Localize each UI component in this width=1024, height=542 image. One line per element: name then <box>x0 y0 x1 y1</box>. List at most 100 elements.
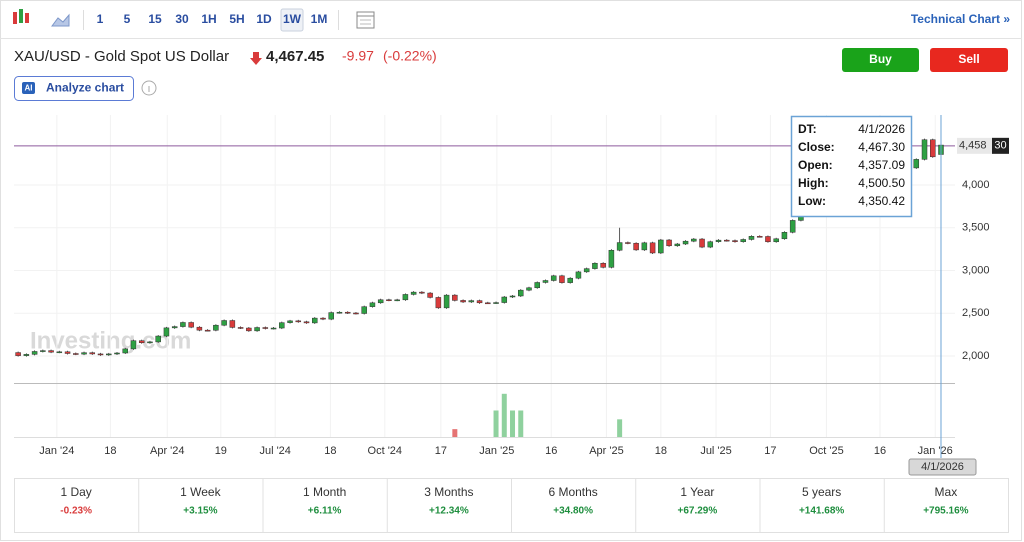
ai-badge-label: AI <box>25 84 33 93</box>
candle-body <box>691 238 697 242</box>
candle-body <box>715 239 722 242</box>
tooltip-label: Close: <box>798 140 835 154</box>
candle-body <box>658 239 664 254</box>
interval[interactable]: 15 <box>148 12 162 26</box>
volume-bar <box>510 410 516 437</box>
tooltip-label: DT: <box>798 122 817 136</box>
period-label[interactable]: 5 years <box>802 485 841 499</box>
candle-body <box>377 299 384 304</box>
tooltip-value: 4,500.50 <box>858 176 905 190</box>
analyze-label[interactable]: Analyze chart <box>46 81 124 95</box>
candle-body <box>740 239 746 242</box>
candle-body <box>386 299 392 301</box>
candle-body <box>765 236 771 243</box>
candle-body <box>279 322 285 329</box>
candle-body <box>781 232 788 240</box>
candle-body <box>921 139 928 160</box>
candle-body <box>122 348 128 354</box>
candle-body <box>155 335 161 343</box>
candle-body <box>789 220 796 233</box>
candle-body <box>106 353 112 356</box>
interval[interactable]: 5H <box>229 12 244 26</box>
y-tick-label: 2,500 <box>962 307 990 319</box>
candle-body <box>419 291 425 294</box>
interval[interactable]: 1 <box>97 12 104 26</box>
volume-bar <box>493 410 499 437</box>
interval[interactable]: 1H <box>201 12 216 26</box>
candle-body <box>295 320 302 323</box>
candle-body <box>73 353 79 355</box>
layout-icon[interactable] <box>356 11 375 29</box>
candle-icon[interactable] <box>13 9 29 24</box>
tooltip-value: 4,350.42 <box>858 194 905 208</box>
candle-body <box>31 351 38 355</box>
candle-body <box>641 242 648 251</box>
candle-body <box>476 300 483 304</box>
candle-body <box>328 312 334 320</box>
x-tick-label: Apr '24 <box>150 445 185 457</box>
candle-body <box>336 311 343 314</box>
candle-body <box>320 317 326 320</box>
candle-body <box>48 350 54 353</box>
period-label[interactable]: 1 Day <box>60 485 91 499</box>
interval[interactable]: 30 <box>175 12 189 26</box>
candle-body <box>600 262 606 268</box>
candle-body <box>237 327 244 329</box>
buy-button[interactable] <box>842 48 919 72</box>
x-tick-label: 18 <box>104 445 116 457</box>
candle-body <box>649 242 656 254</box>
candle-body <box>303 321 310 324</box>
candle-body <box>913 159 920 169</box>
sell-label[interactable]: Sell <box>958 52 979 66</box>
x-tick-label: 18 <box>655 445 667 457</box>
interval[interactable]: 1M <box>311 12 328 26</box>
candle-body <box>188 322 194 328</box>
x-tick-label: Jul '24 <box>259 445 290 457</box>
interval[interactable]: 1W <box>283 12 302 26</box>
period-change: +6.11% <box>308 506 342 517</box>
period-label[interactable]: 1 Week <box>180 485 221 499</box>
period-label[interactable]: 1 Month <box>303 485 346 499</box>
info-icon[interactable] <box>141 80 157 96</box>
candle-body <box>485 302 491 305</box>
area-icon[interactable] <box>51 13 70 27</box>
candle-body <box>40 350 46 352</box>
x-tick-label: 17 <box>435 445 447 457</box>
x-tick-label: 18 <box>324 445 336 457</box>
x-tick-label: 16 <box>545 445 557 457</box>
period-label[interactable]: Max <box>935 485 958 499</box>
interval[interactable]: 5 <box>124 12 131 26</box>
change: -9.97 <box>342 48 374 64</box>
candle-body <box>81 352 87 355</box>
candle-body <box>254 327 260 332</box>
ai-badge <box>22 82 35 94</box>
period-label[interactable]: 3 Months <box>424 485 473 499</box>
candle-body <box>163 327 170 337</box>
candle-body <box>575 271 582 279</box>
candle-body <box>542 280 549 283</box>
candle-body <box>559 275 565 283</box>
interval[interactable]: 1D <box>256 12 272 26</box>
crosshair-label: 4/1/2026 <box>921 461 964 473</box>
x-tick-label: Jan '26 <box>918 445 953 457</box>
period-label[interactable]: 1 Year <box>680 485 714 499</box>
period-label[interactable]: 6 Months <box>548 485 597 499</box>
sell-button[interactable] <box>930 48 1008 72</box>
y-tick-label: 3,500 <box>962 222 990 234</box>
candle-body <box>518 289 524 297</box>
candle-body <box>732 240 738 242</box>
candle-body <box>707 241 714 248</box>
candle-body <box>196 326 203 331</box>
candle-body <box>130 340 137 350</box>
candle-body <box>608 249 615 268</box>
analyze-button[interactable] <box>14 76 134 101</box>
candle-body <box>344 311 351 314</box>
buy-label[interactable]: Buy <box>869 52 892 66</box>
candle-body <box>633 242 639 251</box>
candle-body <box>89 352 96 355</box>
period-change: +141.68% <box>799 506 844 517</box>
period-change: -0.23% <box>60 506 92 517</box>
change-pct: (-0.22%) <box>383 48 437 64</box>
candle-body <box>625 242 631 244</box>
technical-chart-link[interactable]: Technical Chart » <box>911 12 1010 26</box>
